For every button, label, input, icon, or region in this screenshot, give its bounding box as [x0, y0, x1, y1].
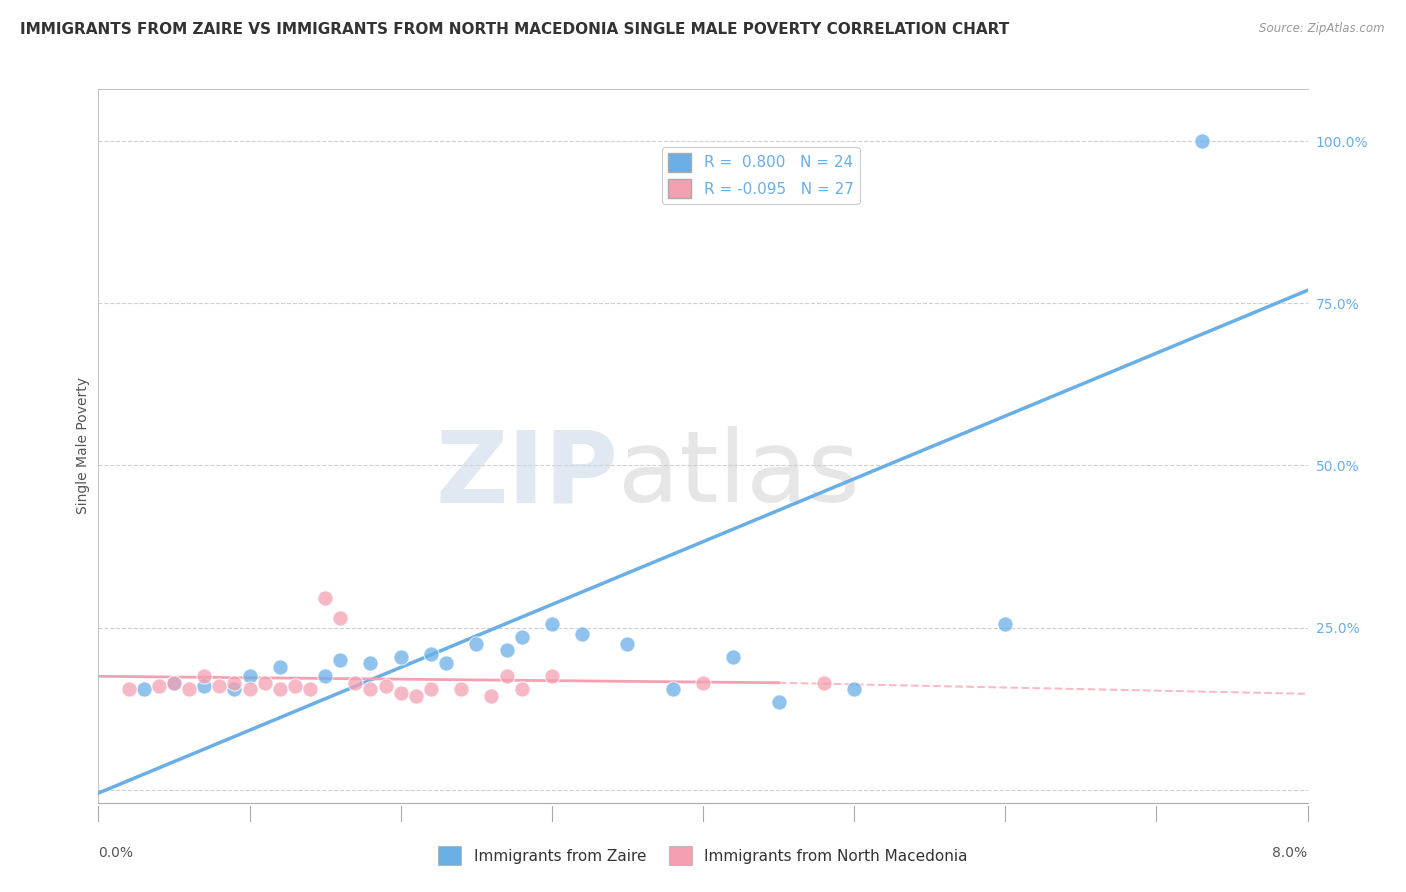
Point: [374, 679, 396, 693]
Point: [405, 689, 427, 703]
Point: [692, 675, 714, 690]
Point: [132, 682, 155, 697]
Point: [510, 682, 533, 697]
Point: [239, 682, 262, 697]
Point: [360, 657, 382, 671]
Text: ZIP: ZIP: [436, 426, 619, 523]
Point: [329, 611, 352, 625]
Point: [163, 675, 186, 690]
Point: [118, 682, 141, 697]
Point: [389, 649, 412, 664]
Point: [389, 685, 412, 699]
Legend: R =  0.800   N = 24, R = -0.095   N = 27: R = 0.800 N = 24, R = -0.095 N = 27: [662, 147, 859, 204]
Point: [314, 669, 336, 683]
Point: [314, 591, 336, 606]
Point: [465, 637, 488, 651]
Point: [193, 669, 215, 683]
Point: [163, 675, 186, 690]
Point: [844, 682, 866, 697]
Text: 8.0%: 8.0%: [1272, 846, 1308, 860]
Point: [420, 682, 443, 697]
Point: [193, 679, 215, 693]
Y-axis label: Single Male Poverty: Single Male Poverty: [76, 377, 90, 515]
Text: IMMIGRANTS FROM ZAIRE VS IMMIGRANTS FROM NORTH MACEDONIA SINGLE MALE POVERTY COR: IMMIGRANTS FROM ZAIRE VS IMMIGRANTS FROM…: [20, 22, 1010, 37]
Text: atlas: atlas: [619, 426, 860, 523]
Point: [329, 653, 352, 667]
Point: [224, 682, 246, 697]
Point: [1191, 134, 1213, 148]
Point: [148, 679, 170, 693]
Point: [768, 695, 790, 709]
Point: [344, 675, 367, 690]
Point: [481, 689, 503, 703]
Point: [495, 669, 517, 683]
Point: [239, 669, 262, 683]
Point: [299, 682, 322, 697]
Point: [495, 643, 517, 657]
Point: [541, 617, 564, 632]
Point: [813, 675, 835, 690]
Point: [541, 669, 564, 683]
Legend: Immigrants from Zaire, Immigrants from North Macedonia: Immigrants from Zaire, Immigrants from N…: [432, 840, 974, 871]
Point: [360, 682, 382, 697]
Point: [994, 617, 1017, 632]
Point: [450, 682, 472, 697]
Point: [662, 682, 685, 697]
Point: [269, 682, 291, 697]
Point: [253, 675, 276, 690]
Point: [434, 657, 457, 671]
Point: [510, 631, 533, 645]
Point: [571, 627, 593, 641]
Point: [269, 659, 291, 673]
Point: [284, 679, 307, 693]
Point: [420, 647, 443, 661]
Point: [208, 679, 231, 693]
Point: [224, 675, 246, 690]
Text: Source: ZipAtlas.com: Source: ZipAtlas.com: [1260, 22, 1385, 36]
Text: 0.0%: 0.0%: [98, 846, 134, 860]
Point: [723, 649, 745, 664]
Point: [616, 637, 638, 651]
Point: [179, 682, 201, 697]
